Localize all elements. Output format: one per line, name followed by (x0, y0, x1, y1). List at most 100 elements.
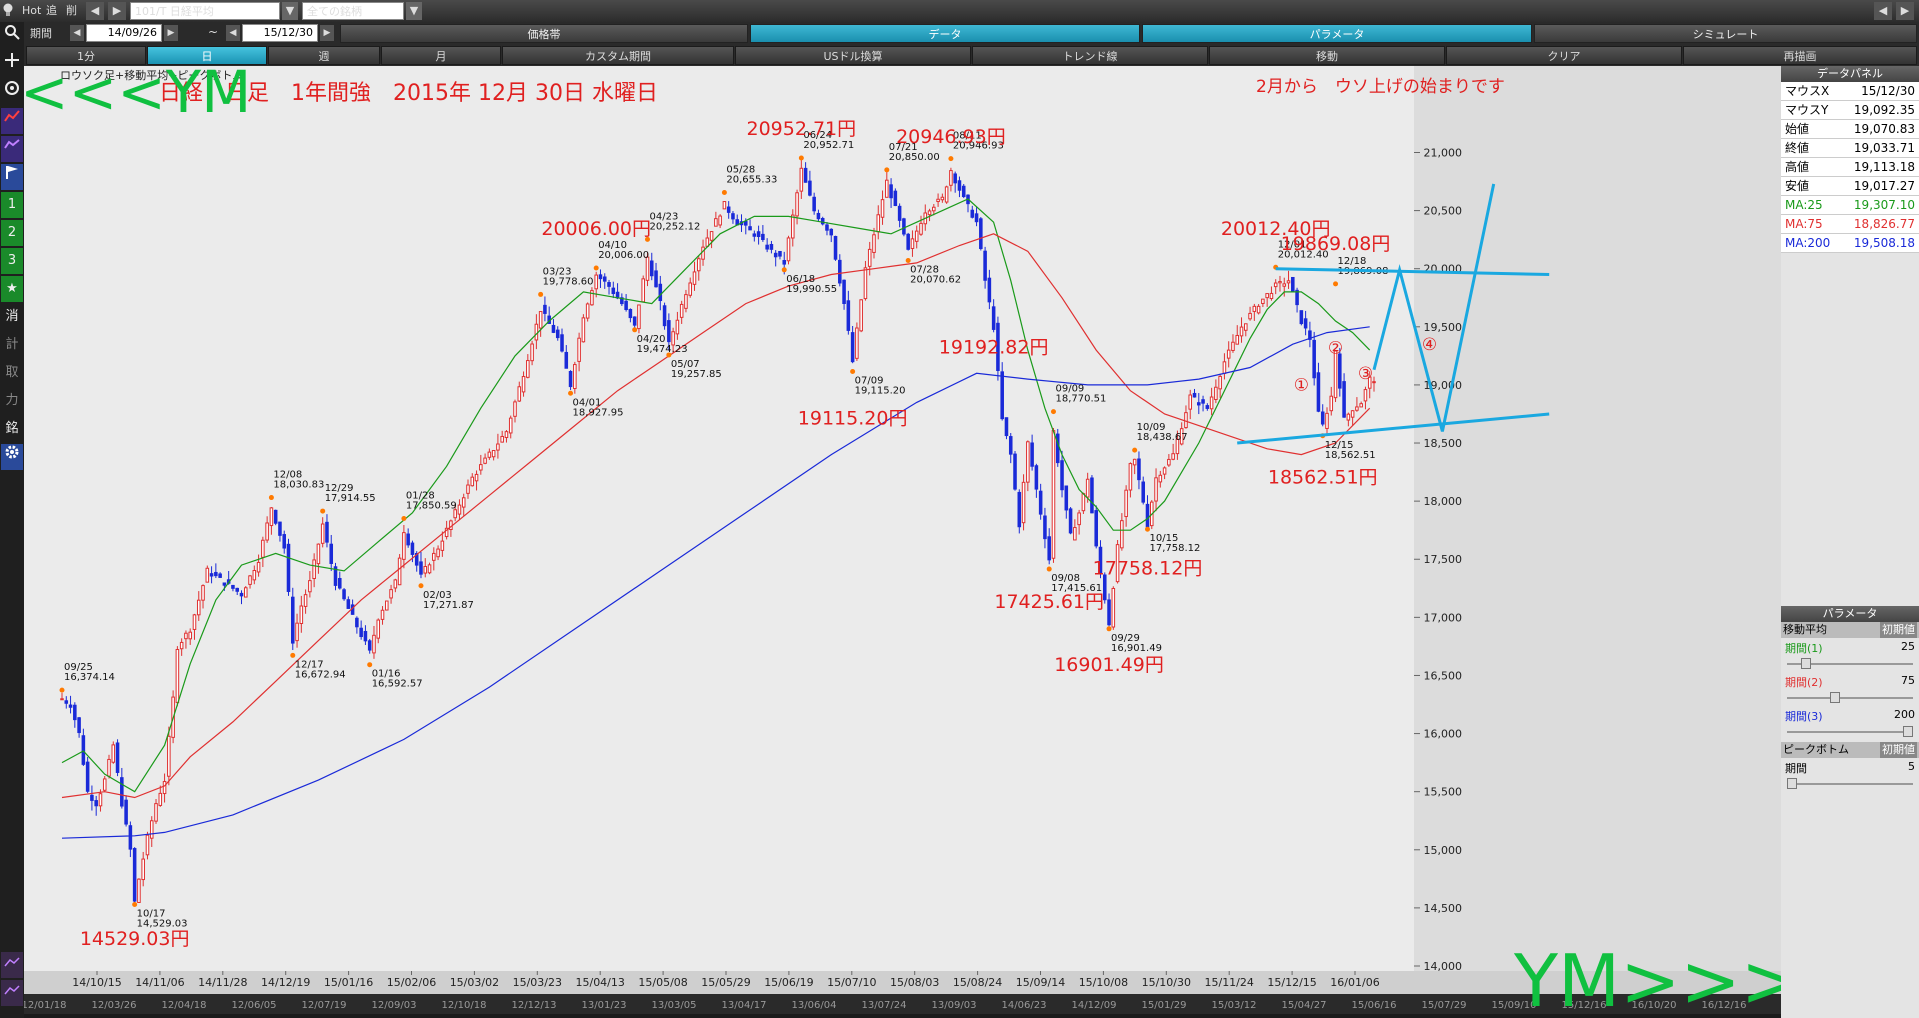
param-2-label: 期間(2) (1785, 676, 1823, 689)
y-tick-label: 17,500 (1424, 553, 1463, 566)
price-chart[interactable]: ロウソク足+移動平均+ピークボトム 14,000 14,500 15,000 15,50… (20, 58, 1801, 1018)
candle-body (256, 561, 261, 573)
param-1-value[interactable]: 25 (1901, 640, 1915, 653)
candle-body (363, 630, 368, 642)
power-button[interactable]: 力 (5, 393, 19, 408)
param-3-value[interactable]: 200 (1894, 708, 1915, 721)
candle-body (308, 580, 312, 593)
window-prev-icon[interactable]: ◀ (1874, 2, 1892, 20)
stock-list-select[interactable]: 全ての銘柄 (302, 2, 404, 20)
window-next-icon[interactable]: ▶ (1896, 2, 1914, 20)
stock-list-dropdown-icon[interactable]: ▼ (406, 2, 422, 20)
symbol-input[interactable]: 101/T 日経平均 (130, 2, 280, 20)
trendline-button[interactable]: トレンド線 (972, 46, 1208, 65)
calc-button[interactable]: 計 (5, 337, 19, 352)
peak-bottom-header: ピークボトム 初期値 (1781, 742, 1919, 758)
candle-body (1167, 458, 1171, 466)
x2-tick-label: 12/04/18 (162, 1000, 207, 1011)
candle-body (243, 587, 248, 598)
crosshair-icon[interactable] (1, 52, 23, 78)
date-to-next-icon[interactable]: ▶ (320, 25, 334, 41)
pb-init-button[interactable]: 初期値 (1880, 742, 1917, 758)
ma-init-button[interactable]: 初期値 (1880, 622, 1917, 638)
param-2-value[interactable]: 75 (1901, 674, 1915, 687)
hot-button[interactable]: Hot (22, 4, 42, 17)
delete-button[interactable]: 削 (66, 4, 77, 17)
tf-daily[interactable]: 日 (147, 46, 267, 65)
peak-date-label: 12/29 (325, 483, 354, 494)
y-tick-label: 15,000 (1424, 844, 1463, 857)
tab-price-band[interactable]: 価格帯 (340, 24, 748, 43)
gear-icon[interactable] (1, 444, 23, 470)
date-to-input[interactable]: 15/12/30 (242, 24, 318, 42)
move-button[interactable]: 移動 (1209, 46, 1445, 65)
clear-button[interactable]: クリア (1446, 46, 1682, 65)
line-chart-icon[interactable] (1, 108, 23, 134)
tf-1min[interactable]: 1分 (26, 46, 146, 65)
target-icon[interactable] (1, 80, 23, 106)
candle-body (77, 717, 81, 734)
next-symbol-button[interactable]: ▶ (108, 2, 126, 20)
lightbulb-icon[interactable] (2, 2, 16, 20)
peak-date-label: 12/18 (1338, 256, 1367, 267)
date-to-prev-icon[interactable]: ◀ (226, 25, 240, 41)
prev-symbol-button[interactable]: ◀ (86, 2, 104, 20)
candle-body (1102, 574, 1107, 601)
date-from-prev-icon[interactable]: ◀ (70, 25, 84, 41)
preset-1-button[interactable]: 1 (1, 192, 23, 218)
flag-icon[interactable] (1, 164, 23, 190)
candle-body (1120, 520, 1124, 549)
tab-data[interactable]: データ (750, 24, 1140, 43)
tf-weekly[interactable]: 週 (268, 46, 380, 65)
date-from-input[interactable]: 14/09/26 (86, 24, 162, 42)
search-icon[interactable] (1, 24, 23, 50)
sub-chart-icon-1[interactable] (1, 952, 23, 978)
candle-body (1055, 433, 1060, 464)
peak-marker (268, 495, 274, 501)
redraw-button[interactable]: 再描画 (1683, 46, 1917, 65)
date-from-next-icon[interactable]: ▶ (164, 25, 178, 41)
param-1-slider[interactable] (1787, 658, 1913, 670)
x-tick-label: 16/01/06 (1330, 976, 1379, 989)
candle-body (1316, 372, 1321, 412)
pb-period-value[interactable]: 5 (1908, 760, 1915, 773)
candle-body (1333, 350, 1338, 399)
peak-date-label: 05/28 (726, 165, 755, 176)
sub-chart-icon-2[interactable] (1, 980, 23, 1006)
symbol-dropdown-icon[interactable]: ▼ (282, 2, 298, 20)
candle-body (1308, 330, 1312, 340)
peak-date-label: 10/15 (1149, 533, 1178, 544)
erase-button[interactable]: 消 (5, 309, 19, 324)
candle-body (1372, 381, 1376, 384)
preset-2-button[interactable]: 2 (1, 220, 23, 246)
tf-monthly[interactable]: 月 (381, 46, 501, 65)
candle-body (517, 386, 522, 402)
chart-area[interactable]: ロウソク足+移動平均+ピークボトム 14,000 14,500 15,000 15,50… (20, 58, 1801, 1018)
peak-value-label: 20,006.00 (598, 250, 649, 261)
indicator-chart-icon[interactable] (1, 136, 23, 162)
trade-button[interactable]: 取 (5, 365, 19, 380)
candle-body (286, 543, 291, 592)
candle-body (137, 878, 141, 903)
x-tick-label: 14/11/06 (135, 976, 184, 989)
ym-right-annotation: YM>>> (1513, 939, 1781, 1014)
add-button[interactable]: 追 (46, 4, 57, 17)
custom-period-button[interactable]: カスタム期間 (502, 46, 734, 65)
usd-convert-button[interactable]: USドル換算 (735, 46, 971, 65)
stock-button[interactable]: 銘 (5, 421, 19, 436)
peak-value-label: 20,655.33 (726, 175, 777, 186)
param-3-slider[interactable] (1787, 726, 1913, 738)
candle-body (624, 300, 628, 310)
pb-slider[interactable] (1787, 778, 1913, 790)
star-icon[interactable]: ★ (1, 276, 23, 302)
candle-body (820, 217, 825, 225)
tab-simulate[interactable]: シミュレート (1534, 24, 1917, 43)
preset-3-button[interactable]: 3 (1, 248, 23, 274)
candle-body (872, 234, 876, 253)
candle-body (491, 450, 496, 458)
candle-body (504, 431, 509, 439)
candle-body (940, 196, 945, 201)
peak-marker (290, 652, 296, 658)
param-2-slider[interactable] (1787, 692, 1913, 704)
tab-parameter[interactable]: パラメータ (1142, 24, 1532, 43)
